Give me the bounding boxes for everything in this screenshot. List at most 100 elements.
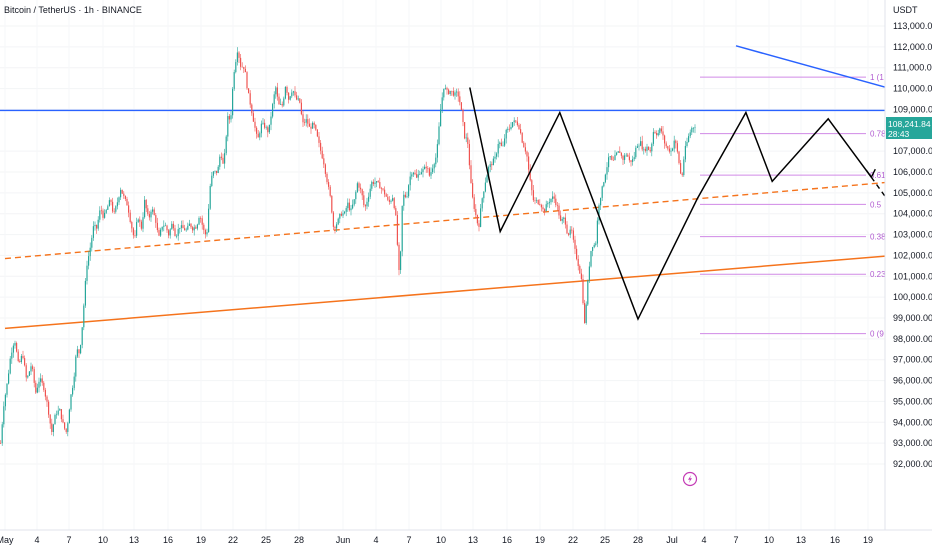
candle-body bbox=[94, 224, 96, 227]
candle-body bbox=[208, 208, 210, 233]
candle-body bbox=[185, 229, 187, 231]
candle-body bbox=[480, 208, 482, 227]
candle-body bbox=[641, 141, 643, 150]
candle-body bbox=[65, 428, 67, 432]
candle-body bbox=[182, 225, 184, 229]
candle-body bbox=[3, 406, 5, 425]
candle-body bbox=[366, 201, 368, 207]
candle-body bbox=[627, 154, 629, 157]
y-tick-label: 92,000.00 bbox=[893, 459, 932, 469]
candle-body bbox=[526, 151, 528, 157]
candle-body bbox=[472, 183, 474, 198]
candle-body bbox=[169, 229, 171, 236]
candle-body bbox=[232, 88, 234, 116]
candle-body bbox=[432, 168, 434, 173]
candle-body bbox=[236, 52, 238, 63]
candle-body bbox=[512, 122, 514, 127]
fib-level-label: 0.23 bbox=[870, 270, 886, 279]
candle-body bbox=[262, 122, 264, 124]
candle-body bbox=[680, 163, 682, 174]
candle-body bbox=[227, 116, 229, 137]
candle-body bbox=[155, 215, 157, 223]
candle-body bbox=[368, 196, 370, 202]
time-axis[interactable] bbox=[0, 530, 932, 550]
candle-body bbox=[590, 250, 592, 267]
candle-body bbox=[235, 62, 237, 73]
candle-body bbox=[483, 191, 485, 199]
candle-body bbox=[603, 182, 605, 187]
candle-body bbox=[259, 133, 261, 138]
candle-body bbox=[635, 147, 637, 158]
candle-body bbox=[617, 151, 619, 153]
price-axis[interactable] bbox=[885, 0, 932, 550]
candle-body bbox=[192, 227, 194, 231]
candle-body bbox=[224, 153, 226, 164]
candle-body bbox=[264, 122, 266, 128]
candle-body bbox=[446, 88, 448, 90]
candle-body bbox=[611, 156, 613, 160]
candle-body bbox=[643, 148, 645, 150]
candle-body bbox=[36, 387, 38, 393]
candle-body bbox=[384, 189, 386, 195]
lightning-icon[interactable] bbox=[682, 471, 698, 487]
candle-body bbox=[318, 136, 320, 143]
candle-body bbox=[380, 188, 382, 190]
candle-body bbox=[108, 200, 110, 207]
candle-body bbox=[644, 148, 646, 151]
candle-body bbox=[564, 217, 566, 225]
candle-body bbox=[254, 121, 256, 128]
candle-body bbox=[673, 140, 675, 149]
candle-body bbox=[153, 209, 155, 216]
candle-body bbox=[542, 207, 544, 210]
candle-body bbox=[419, 174, 421, 175]
candle-body bbox=[305, 119, 307, 123]
candle-body bbox=[646, 146, 648, 151]
candle-body bbox=[604, 174, 606, 183]
candle-body bbox=[222, 157, 224, 164]
candle-body bbox=[8, 373, 10, 384]
x-tick-label: 13 bbox=[796, 535, 806, 545]
candle-body bbox=[22, 355, 24, 359]
candle-body bbox=[56, 414, 58, 416]
candle-body bbox=[683, 159, 685, 176]
candle-body bbox=[561, 218, 563, 221]
candle-body bbox=[558, 205, 560, 216]
candle-body bbox=[488, 167, 490, 176]
candle-body bbox=[651, 143, 653, 152]
candle-body bbox=[59, 409, 61, 411]
candle-body bbox=[545, 204, 547, 212]
candle-body bbox=[356, 183, 358, 193]
candle-body bbox=[398, 244, 400, 270]
candle-body bbox=[692, 127, 694, 129]
candle-body bbox=[577, 258, 579, 266]
candle-body bbox=[206, 232, 208, 235]
candle-body bbox=[17, 351, 19, 362]
chart-title: Bitcoin / TetherUS · 1h · BINANCE bbox=[4, 5, 142, 15]
candle-body bbox=[350, 208, 352, 211]
candle-body bbox=[27, 375, 29, 378]
candle-body bbox=[304, 122, 306, 123]
candle-body bbox=[326, 173, 328, 183]
candle-body bbox=[654, 132, 656, 134]
candle-body bbox=[430, 172, 432, 176]
candle-body bbox=[246, 72, 248, 89]
y-tick-label: 105,000.00 bbox=[893, 188, 932, 198]
candle-body bbox=[516, 121, 518, 126]
candle-body bbox=[528, 156, 530, 170]
candle-body bbox=[504, 138, 506, 146]
candle-body bbox=[486, 175, 488, 183]
candle-body bbox=[579, 265, 581, 274]
candle-body bbox=[507, 128, 509, 130]
candle-body bbox=[148, 214, 150, 218]
candle-body bbox=[332, 212, 334, 227]
candle-body bbox=[620, 152, 622, 156]
candle-body bbox=[361, 189, 363, 196]
candle-body bbox=[160, 229, 162, 236]
candle-body bbox=[576, 248, 578, 259]
candle-body bbox=[296, 95, 298, 100]
y-tick-label: 101,000.00 bbox=[893, 271, 932, 281]
candle-body bbox=[539, 203, 541, 205]
candle-body bbox=[72, 387, 74, 395]
candle-body bbox=[494, 156, 496, 159]
